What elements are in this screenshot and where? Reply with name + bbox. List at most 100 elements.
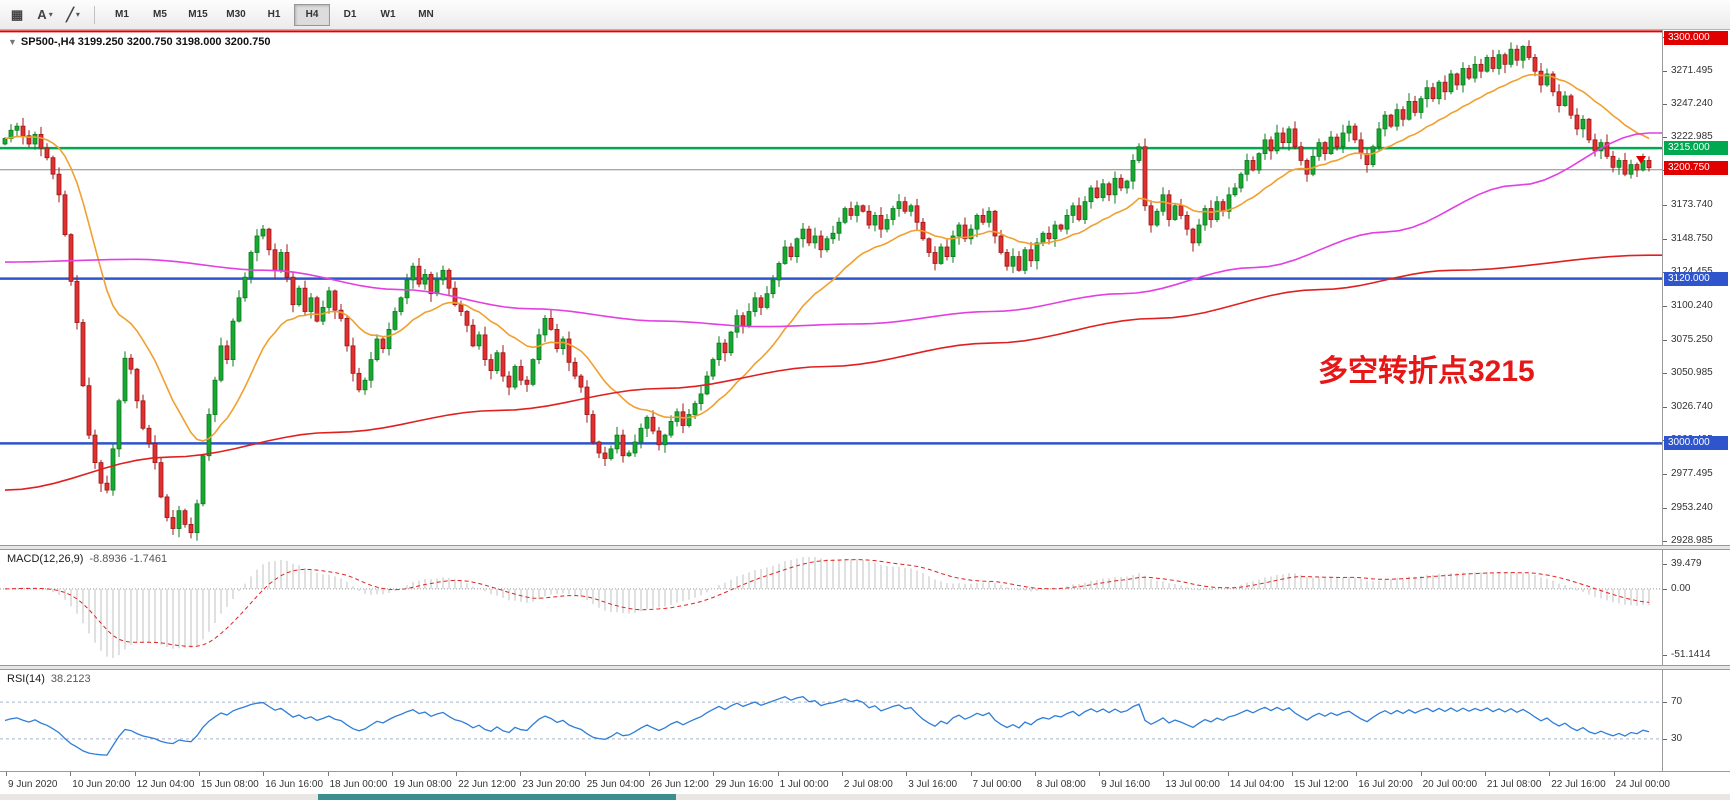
time-axis-label: 16 Jun 16:00 — [265, 779, 324, 790]
price-axis-tick — [1663, 305, 1667, 307]
time-axis-label: 13 Jul 00:00 — [1165, 779, 1220, 790]
time-axis-tick — [1163, 772, 1165, 776]
time-axis-label: 8 Jul 08:00 — [1036, 779, 1086, 790]
time-axis-tick — [391, 772, 393, 776]
time-axis-tick — [1484, 772, 1486, 776]
price-axis-tick — [1663, 137, 1667, 139]
ma-fast-line — [4, 73, 1650, 442]
price-axis-tick — [1663, 373, 1667, 375]
ma-medium-line — [4, 132, 1662, 328]
price-axis-label: 3222.985 — [1671, 131, 1713, 143]
rsi-level-label: 30 — [1671, 732, 1683, 744]
price-tag: 3000.000 — [1664, 436, 1728, 451]
timeframe-h1[interactable]: H1 — [267, 9, 281, 20]
time-axis-tick — [1034, 772, 1036, 776]
time-axis-label: 3 Jul 16:00 — [908, 779, 958, 790]
ohlc-values: 3199.250 3200.750 3198.000 3200.750 — [77, 36, 271, 48]
time-axis-tick — [777, 772, 779, 776]
price-axis-label: 2953.240 — [1671, 501, 1713, 513]
macd-axis-tick — [1663, 655, 1667, 656]
price-axis-label: 3075.250 — [1671, 334, 1713, 346]
rsi-axis-tick — [1663, 738, 1667, 740]
time-axis-label: 19 Jun 08:00 — [393, 779, 452, 790]
macd-label: MACD(12,26,9) -8.8936 -1.7461 — [7, 553, 167, 565]
timeframe-m30[interactable]: M30 — [226, 9, 246, 20]
price-axis-label: 3148.750 — [1671, 233, 1713, 245]
text-tool-icon: A — [37, 7, 47, 22]
time-axis-tick — [327, 772, 329, 776]
price-axis[interactable]: 3295.7503271.4953247.2403222.9853198.730… — [1662, 30, 1730, 771]
chevron-down-icon: ▾ — [48, 10, 53, 19]
price-axis-label: 3247.240 — [1671, 97, 1713, 109]
trendline-icon: ╱ — [66, 6, 74, 22]
charts-grid-icon[interactable]: ▦ — [4, 4, 30, 26]
rsi-value: 38.2123 — [50, 673, 91, 685]
charts-grid-glyph: ▦ — [10, 6, 24, 22]
price-axis-tick — [1663, 507, 1667, 509]
collapse-chart-icon[interactable]: ▼ — [8, 37, 17, 47]
time-axis[interactable]: 9 Jun 2020 10 Jun 20:00 12 Jun 04:00 15 Jun… — [0, 771, 1730, 794]
line-tool-button[interactable]: ╱ ▾ — [60, 4, 86, 26]
annotation-text: 多空转折点3215 — [1318, 355, 1535, 388]
time-axis-label: 16 Jul 20:00 — [1358, 779, 1413, 790]
time-axis-label: 15 Jul 12:00 — [1294, 779, 1349, 790]
panel-splitter[interactable] — [0, 545, 1730, 550]
time-axis-label: 10 Jun 20:00 — [72, 779, 131, 790]
timeframe-m5[interactable]: M5 — [153, 9, 167, 20]
main-chart[interactable] — [0, 30, 1662, 545]
price-axis-tick — [1663, 540, 1667, 542]
price-axis-tick — [1663, 204, 1667, 206]
time-axis-tick — [1356, 772, 1358, 776]
time-axis-label: 22 Jul 16:00 — [1551, 779, 1606, 790]
price-axis-tick — [1663, 474, 1667, 476]
time-axis-label: 23 Jun 20:00 — [522, 779, 581, 790]
time-axis-label: 1 Jul 00:00 — [779, 779, 829, 790]
price-axis-tick — [1663, 70, 1667, 72]
time-axis-label: 22 Jun 12:00 — [458, 779, 516, 790]
price-tag: 3120.000 — [1664, 271, 1728, 286]
price-axis-label: 3050.985 — [1671, 367, 1713, 379]
time-axis-label: 29 Jun 16:00 — [715, 779, 774, 790]
timeframe-w1[interactable]: W1 — [380, 9, 396, 20]
ma-slow-line — [4, 254, 1662, 491]
panel-splitter[interactable] — [0, 665, 1730, 670]
macd-panel[interactable] — [0, 550, 1662, 665]
time-axis-tick — [6, 772, 7, 776]
price-arrow-icon — [1636, 156, 1646, 164]
price-axis-tick — [1663, 406, 1667, 408]
rsi-line — [4, 695, 1650, 756]
symbol-period-label: SP500-,H4 — [20, 36, 75, 48]
timeframe-m1[interactable]: M1 — [115, 9, 129, 20]
time-axis-tick — [1292, 772, 1293, 776]
macd-axis-tick — [1663, 564, 1667, 565]
text-tool-button[interactable]: A ▾ — [32, 4, 58, 26]
price-axis-label: 3173.740 — [1671, 198, 1713, 210]
time-axis-label: 21 Jul 08:00 — [1486, 779, 1542, 790]
timeframe-mn[interactable]: MN — [418, 9, 434, 20]
time-axis-tick — [70, 772, 72, 776]
rsi-panel[interactable] — [0, 670, 1662, 771]
timeframe-h4[interactable]: H4 — [294, 3, 330, 26]
price-axis-tick — [1663, 103, 1667, 105]
time-axis-tick — [263, 772, 265, 776]
price-tag: 3215.000 — [1664, 141, 1728, 156]
rsi-level-label: 70 — [1671, 696, 1683, 708]
time-axis-label: 20 Jul 00:00 — [1422, 779, 1478, 790]
price-axis-label: 3026.740 — [1671, 400, 1713, 412]
timeframe-buttons: M1 M5 M15 M30 H1 H4 D1 W1 MN — [103, 3, 445, 26]
time-axis-label: 15 Jun 08:00 — [200, 779, 259, 790]
time-axis-tick — [584, 772, 586, 776]
chevron-down-icon: ▾ — [75, 10, 80, 19]
price-axis-tick — [1663, 239, 1667, 241]
time-axis-tick — [1549, 772, 1551, 776]
timeframe-d1[interactable]: D1 — [343, 9, 357, 20]
time-axis-label: 14 Jul 04:00 — [1229, 779, 1285, 790]
rsi-axis-tick — [1663, 702, 1667, 704]
macd-axis-label: -51.1414 — [1671, 649, 1711, 660]
time-axis-label: 2 Jul 08:00 — [843, 779, 893, 790]
price-tag: 3200.750 — [1664, 160, 1728, 175]
time-axis-tick — [713, 772, 715, 776]
macd-axis-label: 0.00 — [1671, 582, 1691, 594]
price-tag: 3300.000 — [1664, 31, 1728, 45]
timeframe-m15[interactable]: M15 — [188, 9, 208, 20]
